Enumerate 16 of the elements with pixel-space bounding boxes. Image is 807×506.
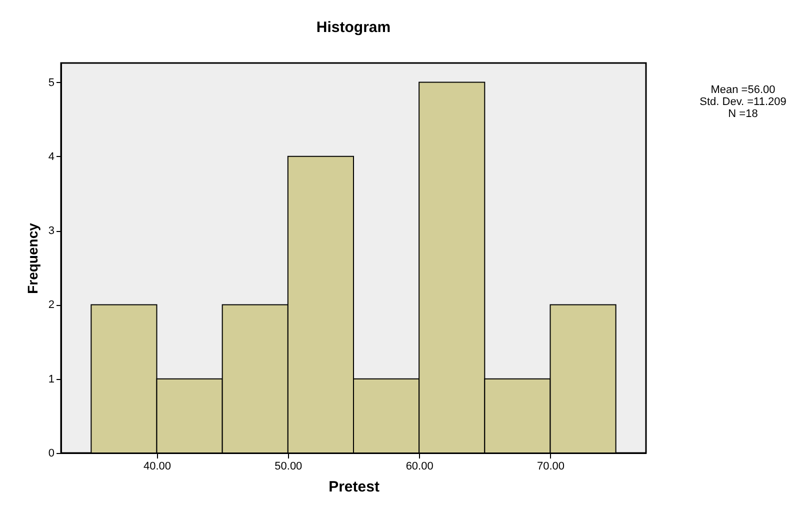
y-tick-label: 2 [48, 299, 54, 312]
y-tick-label: 4 [48, 150, 54, 163]
y-tick-label: 0 [48, 448, 54, 460]
y-tick-label: 3 [48, 225, 54, 238]
text: N =18 [728, 108, 758, 120]
text: Mean =56.00 [710, 84, 776, 96]
y-axis-title: Frequency [24, 222, 40, 294]
y-tick-label: 5 [48, 76, 54, 89]
x-tick-label: 60.00 [406, 460, 434, 472]
y-tick-label: 1 [48, 373, 54, 386]
text: Std. Dev. =11.209 [700, 96, 786, 108]
x-tick-label: 70.00 [536, 460, 565, 472]
x-axis-title: Pretest [328, 478, 380, 496]
x-tick-label: 50.00 [274, 460, 302, 472]
x-tick-label: 40.00 [143, 460, 172, 472]
chart-title: Histogram [316, 19, 391, 36]
